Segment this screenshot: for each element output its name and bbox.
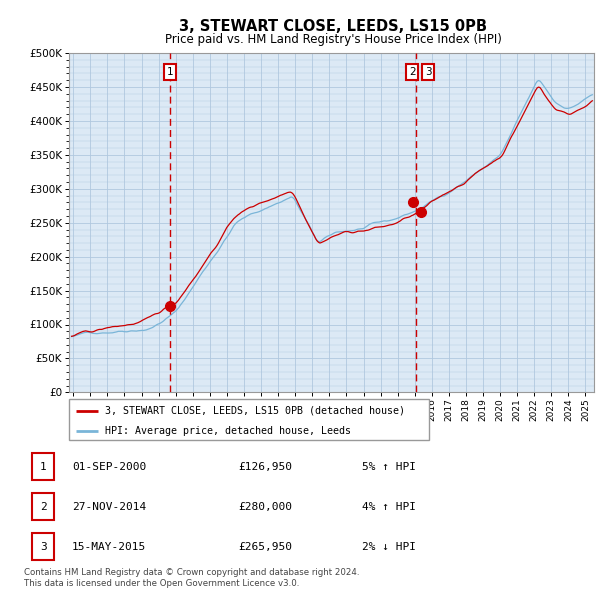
Text: HPI: Average price, detached house, Leeds: HPI: Average price, detached house, Leed…: [105, 426, 351, 436]
Text: 15-MAY-2015: 15-MAY-2015: [72, 542, 146, 552]
Text: £126,950: £126,950: [238, 462, 292, 471]
Text: £280,000: £280,000: [238, 502, 292, 512]
Text: 5% ↑ HPI: 5% ↑ HPI: [362, 462, 416, 471]
FancyBboxPatch shape: [32, 533, 54, 560]
Text: 4% ↑ HPI: 4% ↑ HPI: [362, 502, 416, 512]
Text: Contains HM Land Registry data © Crown copyright and database right 2024.: Contains HM Land Registry data © Crown c…: [24, 568, 359, 576]
FancyBboxPatch shape: [69, 399, 429, 440]
Text: 2% ↓ HPI: 2% ↓ HPI: [362, 542, 416, 552]
Text: 3: 3: [40, 542, 47, 552]
Text: £265,950: £265,950: [238, 542, 292, 552]
Text: 1: 1: [40, 462, 47, 471]
FancyBboxPatch shape: [32, 493, 54, 520]
Text: 2: 2: [40, 502, 47, 512]
FancyBboxPatch shape: [32, 453, 54, 480]
Text: 27-NOV-2014: 27-NOV-2014: [72, 502, 146, 512]
Text: 3, STEWART CLOSE, LEEDS, LS15 0PB (detached house): 3, STEWART CLOSE, LEEDS, LS15 0PB (detac…: [105, 406, 405, 416]
Text: 1: 1: [167, 67, 173, 77]
Text: This data is licensed under the Open Government Licence v3.0.: This data is licensed under the Open Gov…: [24, 579, 299, 588]
Text: 3: 3: [425, 67, 432, 77]
Text: 2: 2: [409, 67, 415, 77]
Text: 01-SEP-2000: 01-SEP-2000: [72, 462, 146, 471]
Text: 3, STEWART CLOSE, LEEDS, LS15 0PB: 3, STEWART CLOSE, LEEDS, LS15 0PB: [179, 19, 487, 34]
Text: Price paid vs. HM Land Registry's House Price Index (HPI): Price paid vs. HM Land Registry's House …: [164, 33, 502, 46]
